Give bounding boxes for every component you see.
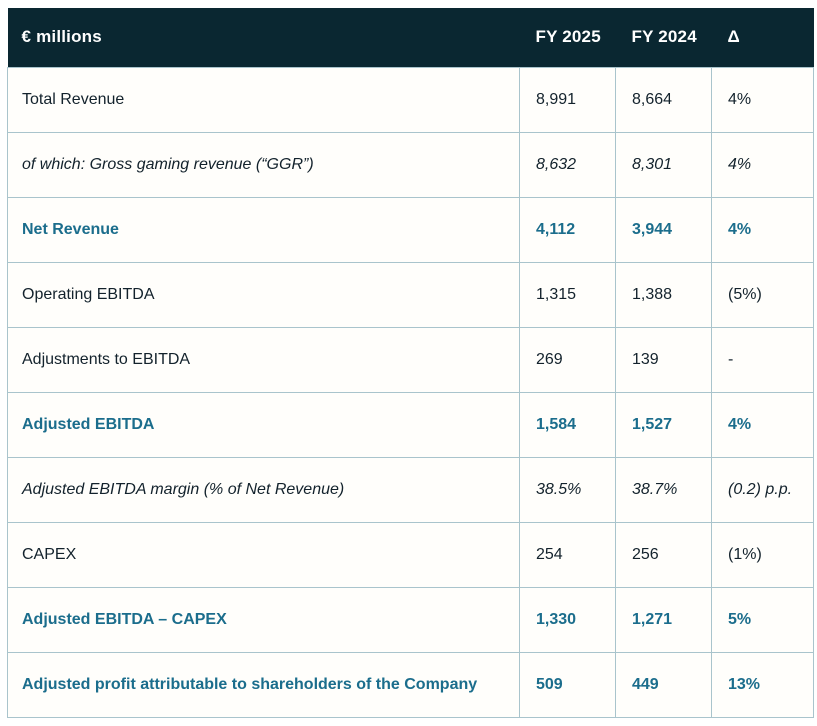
delta-value-cell: 4% (711, 196, 814, 263)
delta-value-cell: - (711, 326, 814, 393)
row-label-cell: Operating EBITDA (7, 261, 520, 328)
delta-value-cell: 4% (711, 131, 814, 198)
fy2025-value-cell: 254 (519, 521, 616, 588)
fy2025-value-cell: 1,584 (519, 391, 616, 458)
row-label-cell: Adjustments to EBITDA (7, 326, 520, 393)
fy2024-value-cell: 1,388 (615, 261, 712, 328)
row-label-cell: CAPEX (7, 521, 520, 588)
table-row: Total Revenue 8,991 8,664 4% (7, 66, 814, 133)
delta-value-cell: (1%) (711, 521, 814, 588)
fy2024-value-cell: 3,944 (615, 196, 712, 263)
financial-summary-table: € millions FY 2025 FY 2024 Δ Total Reven… (7, 8, 814, 718)
delta-value-cell: 4% (711, 66, 814, 133)
fy2025-value-cell: 8,991 (519, 66, 616, 133)
fy2024-value-cell: 449 (615, 651, 712, 718)
row-label-cell: Net Revenue (7, 196, 520, 263)
fy2025-value-cell: 269 (519, 326, 616, 393)
delta-value-cell: 5% (711, 586, 814, 653)
row-label-cell: Adjusted EBITDA – CAPEX (7, 586, 520, 653)
table-row: of which: Gross gaming revenue (“GGR”) 8,… (7, 131, 814, 198)
table-body: Total Revenue 8,991 8,664 4% of which: Gross… (7, 66, 814, 718)
row-label-cell: Adjusted EBITDA (7, 391, 520, 458)
row-label-cell: Adjusted EBITDA margin (% of Net Revenue… (7, 456, 520, 523)
row-label-cell: of which: Gross gaming revenue (“GGR”) (7, 131, 520, 198)
delta-value-cell: 4% (711, 391, 814, 458)
delta-value-cell: (5%) (711, 261, 814, 328)
fy2025-value-cell: 1,330 (519, 586, 616, 653)
table-header-row: € millions FY 2025 FY 2024 Δ (7, 8, 814, 67)
table-row: Adjusted EBITDA margin (% of Net Revenue… (7, 456, 814, 523)
fy2024-value-cell: 8,664 (615, 66, 712, 133)
header-unit-label: € millions (7, 8, 520, 67)
fy2025-value-cell: 8,632 (519, 131, 616, 198)
fy2025-value-cell: 4,112 (519, 196, 616, 263)
fy2025-value-cell: 509 (519, 651, 616, 718)
fy2024-value-cell: 1,527 (615, 391, 712, 458)
table-row: Operating EBITDA 1,315 1,388 (5%) (7, 261, 814, 328)
fy2024-value-cell: 139 (615, 326, 712, 393)
fy2024-value-cell: 8,301 (615, 131, 712, 198)
table-row: Adjusted EBITDA 1,584 1,527 4% (7, 391, 814, 458)
table-row: Adjustments to EBITDA 269 139- (7, 326, 814, 393)
fy2024-value-cell: 256 (615, 521, 712, 588)
header-col-fy2025: FY 2025 (519, 8, 616, 67)
table-row: CAPEX 254 256 (1%) (7, 521, 814, 588)
delta-value-cell: (0.2) p.p. (711, 456, 814, 523)
fy2025-value-cell: 1,315 (519, 261, 616, 328)
table-row: Adjusted profit attributable to sharehol… (7, 651, 814, 718)
table-row: Net Revenue 4,112 3,944 4% (7, 196, 814, 263)
row-label-cell: Adjusted profit attributable to sharehol… (7, 651, 520, 718)
fy2025-value-cell: 38.5% (519, 456, 616, 523)
fy2024-value-cell: 38.7% (615, 456, 712, 523)
fy2024-value-cell: 1,271 (615, 586, 712, 653)
table-row: Adjusted EBITDA – CAPEX 1,330 1,271 5% (7, 586, 814, 653)
header-col-fy2024: FY 2024 (615, 8, 712, 67)
header-col-delta: Δ (711, 8, 814, 67)
delta-value-cell: 13% (711, 651, 814, 718)
row-label-cell: Total Revenue (7, 66, 520, 133)
